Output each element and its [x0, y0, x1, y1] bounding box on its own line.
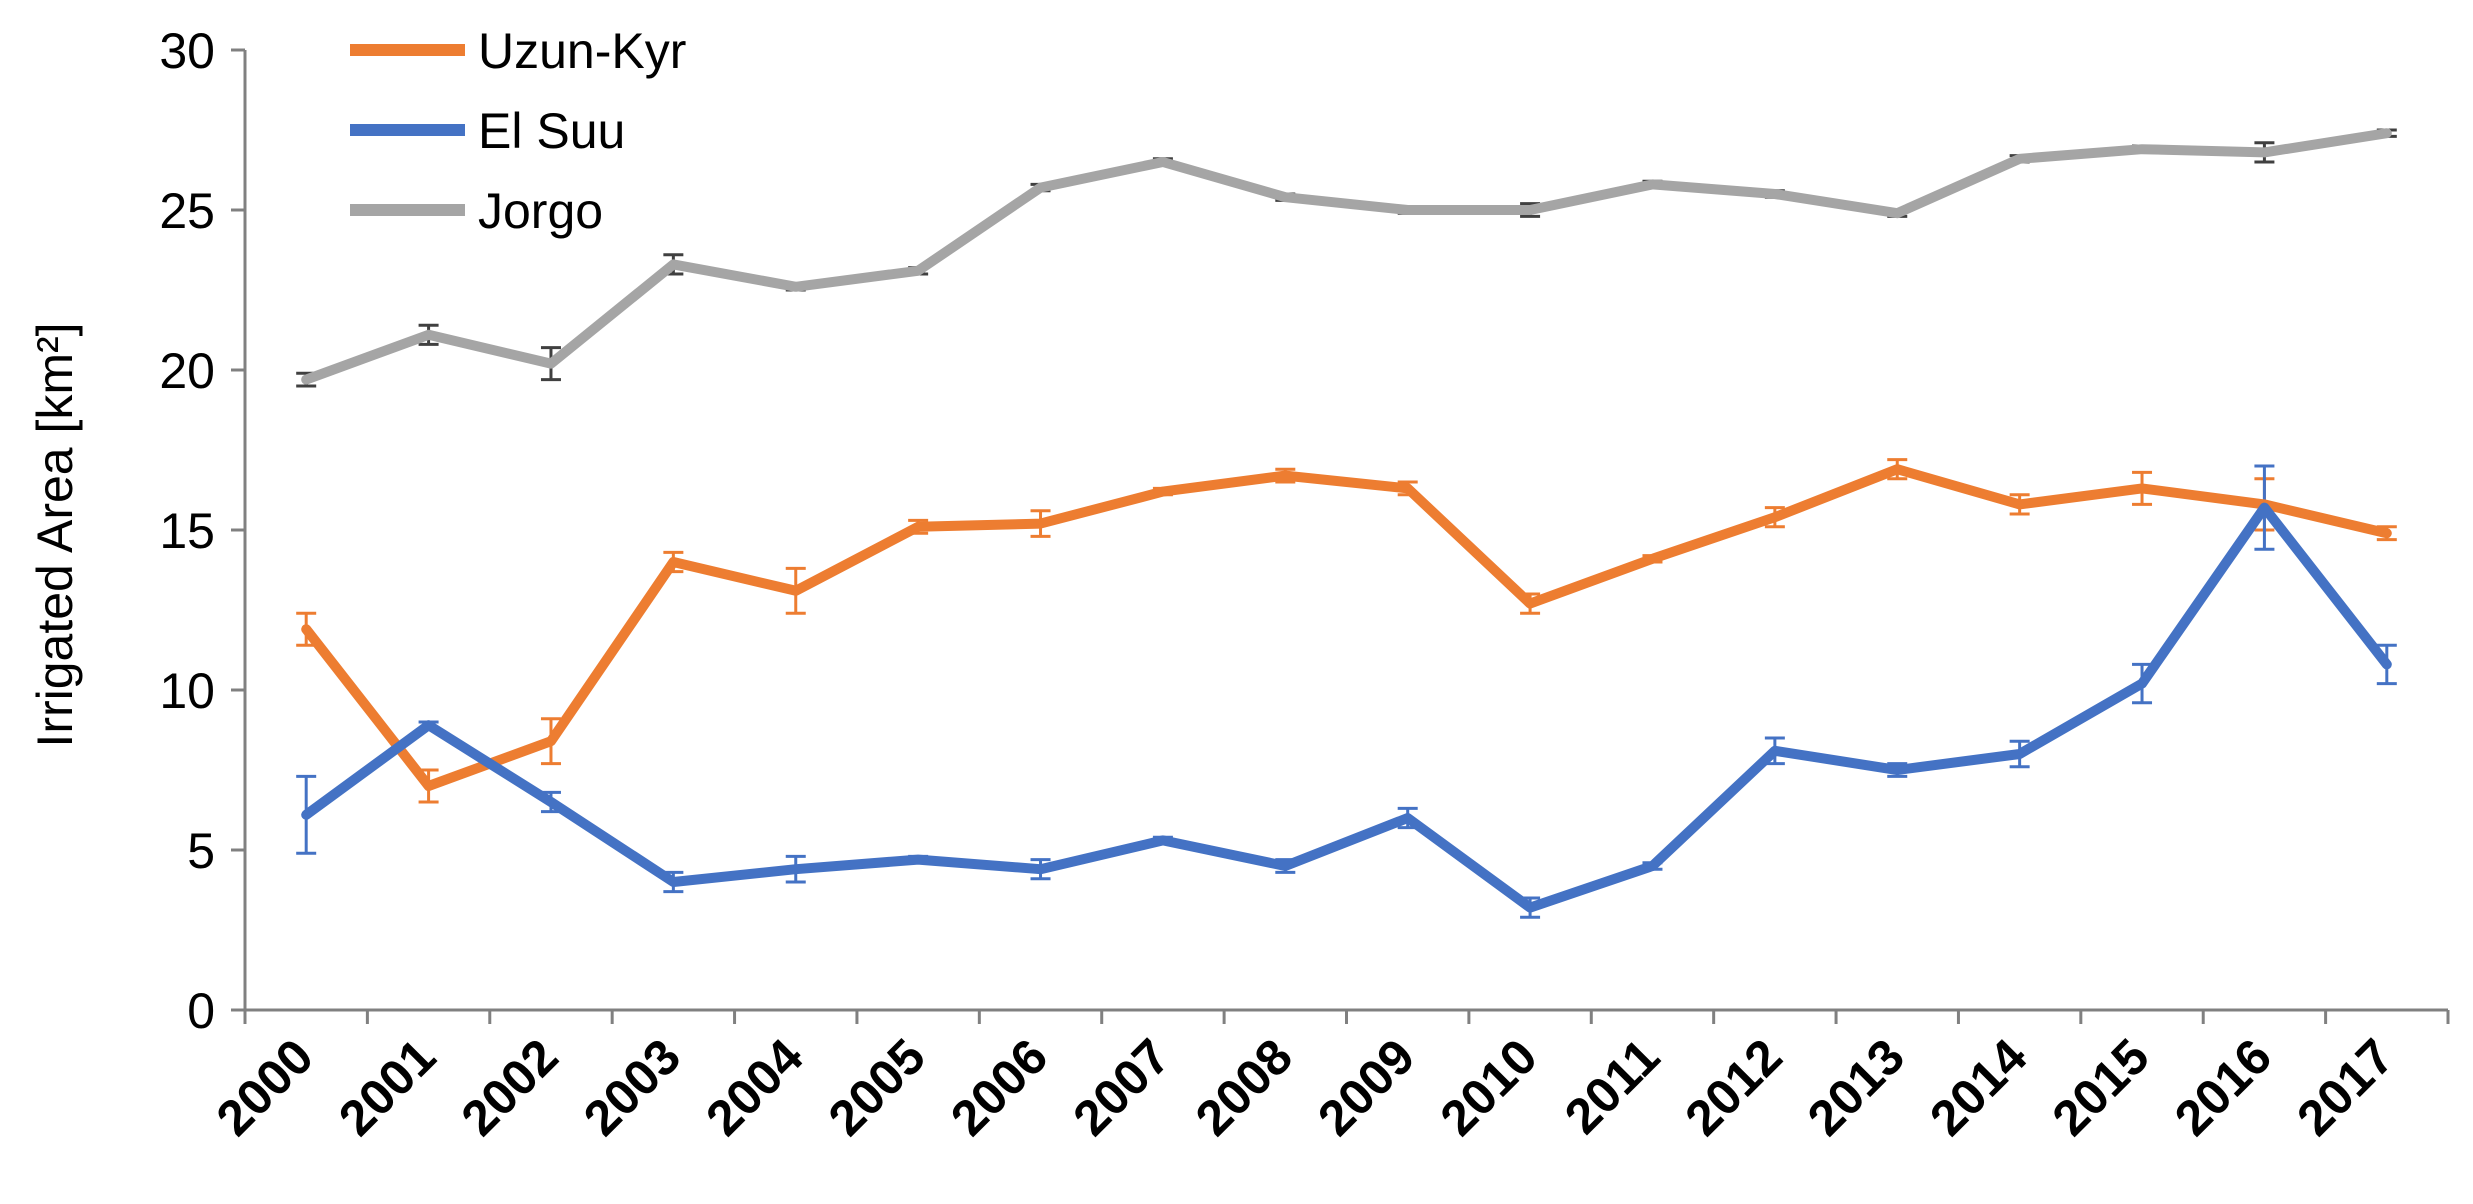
y-tick-label: 10 [159, 663, 215, 719]
x-tick-label: 2007 [1062, 1028, 1180, 1146]
x-ticks: 2000 2001 2002 2003 2004 2005 2006 2007 2008 2009… [206, 1010, 2450, 1146]
y-tick-label: 0 [187, 983, 215, 1039]
x-tick-label: 2017 [2286, 1028, 2404, 1146]
x-tick-label: 2004 [695, 1028, 813, 1146]
series-lines [301, 128, 2392, 913]
x-tick-label: 2002 [450, 1028, 568, 1146]
x-tick-label: 2008 [1185, 1028, 1303, 1146]
series-line-el-suu [301, 502, 2392, 913]
y-tick-label: 5 [187, 823, 215, 879]
x-tick-label: 2016 [2164, 1028, 2282, 1146]
x-tick-label: 2014 [1919, 1028, 2037, 1146]
y-tick-label: 30 [159, 23, 215, 79]
legend-label: Jorgo [478, 183, 603, 239]
x-tick-label: 2003 [573, 1028, 691, 1146]
series-line-jorgo [301, 128, 2392, 385]
y-tick-label: 20 [159, 343, 215, 399]
error-bars [296, 128, 2397, 919]
x-tick-label: 2000 [206, 1028, 324, 1146]
legend: Uzun-Kyr El Suu Jorgo [350, 23, 686, 239]
y-tick-label: 15 [159, 503, 215, 559]
series-line-uzun-kyr [301, 464, 2392, 791]
legend-label: El Suu [478, 103, 625, 159]
x-tick-label: 2013 [1797, 1028, 1915, 1146]
y-tick-label: 25 [159, 183, 215, 239]
y-axis-title: Irrigated Area [km²] [27, 322, 83, 747]
x-tick-label: 2010 [1430, 1028, 1548, 1146]
x-tick-label: 2015 [2042, 1028, 2160, 1146]
x-tick-label: 2009 [1307, 1028, 1425, 1146]
x-tick-label: 2006 [940, 1028, 1058, 1146]
x-tick-label: 2011 [1554, 1028, 1670, 1144]
x-tick-label: 2001 [328, 1028, 446, 1146]
legend-label: Uzun-Kyr [478, 23, 686, 79]
y-ticks: 0 5 10 15 20 25 30 [159, 23, 245, 1039]
x-tick-label: 2012 [1674, 1028, 1792, 1146]
x-tick-label: 2005 [818, 1028, 936, 1146]
